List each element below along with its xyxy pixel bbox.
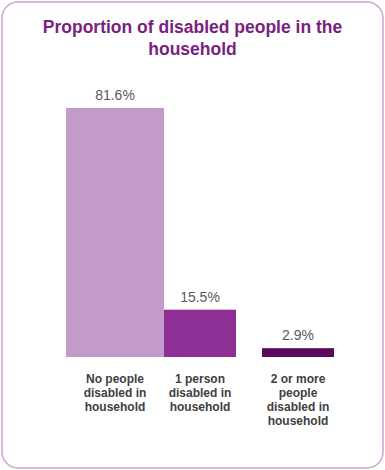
category-label: 1 person disabled in household [160,372,240,414]
bar [262,348,334,357]
data-label: 2.9% [282,327,314,343]
chart: 81.6% 15.5% 2.9% Proportion of disabled peo… [0,0,385,470]
bars [66,108,334,357]
title: Proportion of disabled people in the hou… [15,16,370,60]
category-label: No people disabled in household [72,372,158,414]
data-label: 81.6% [95,87,135,103]
bar [66,108,164,357]
category-label: 2 or more people disabled in household [258,372,338,428]
bar [164,310,236,357]
data-label: 15.5% [180,289,220,305]
frame [2,2,383,468]
